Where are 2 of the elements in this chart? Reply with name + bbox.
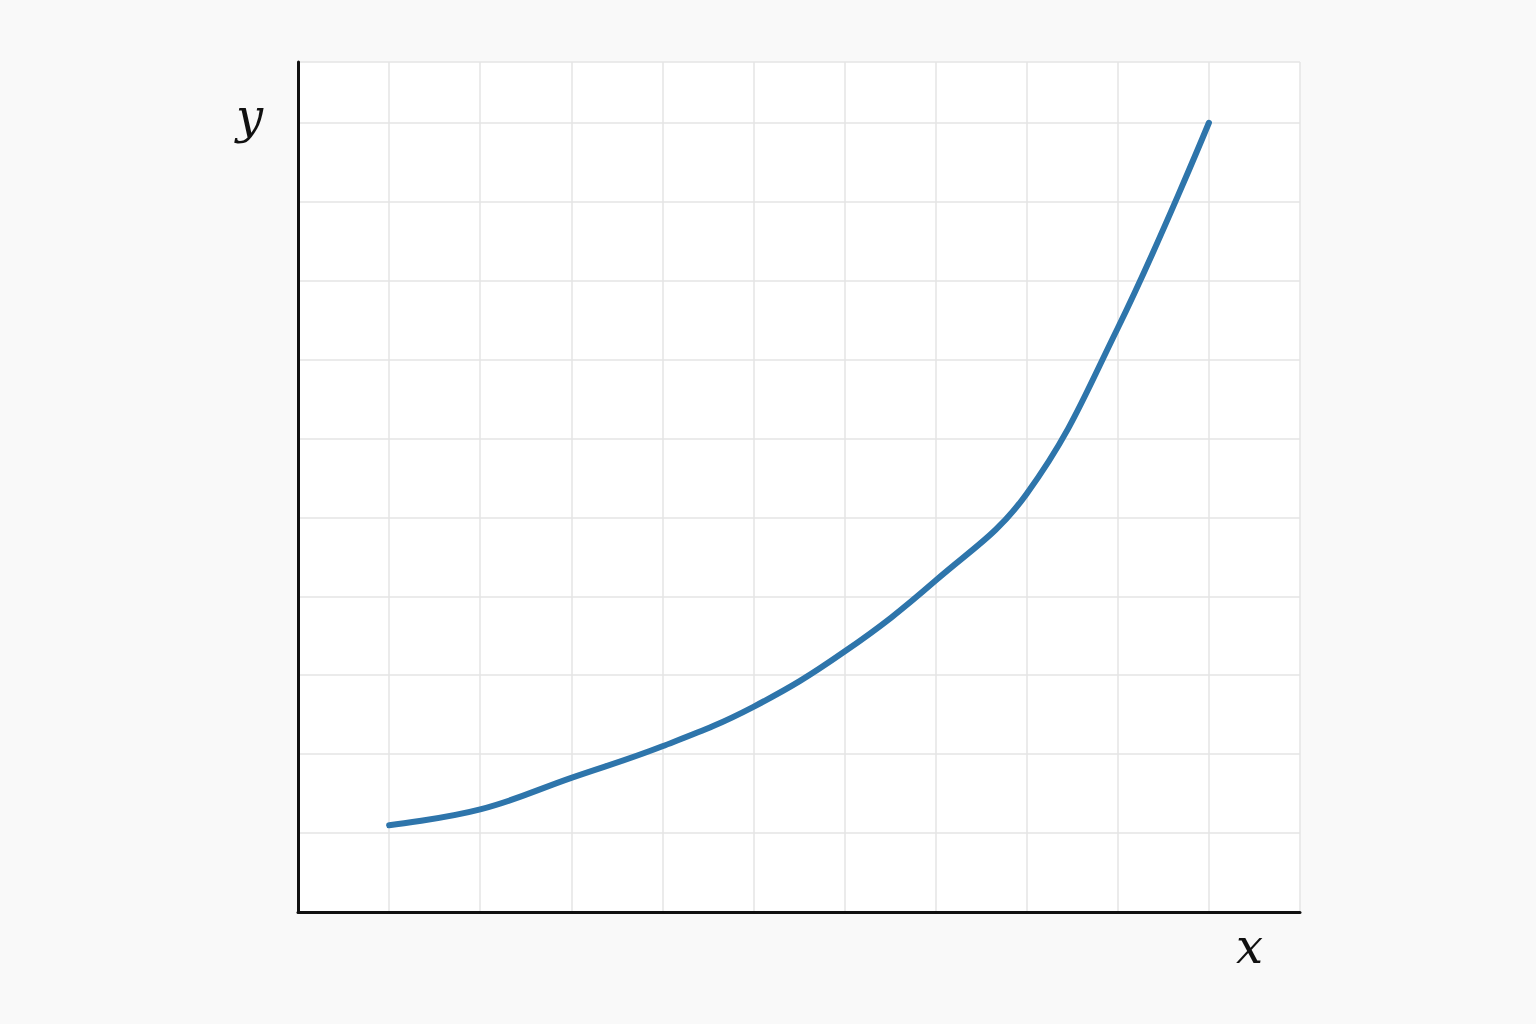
y-axis-title: y bbox=[234, 88, 264, 144]
x-axis-title: x bbox=[1236, 918, 1264, 974]
